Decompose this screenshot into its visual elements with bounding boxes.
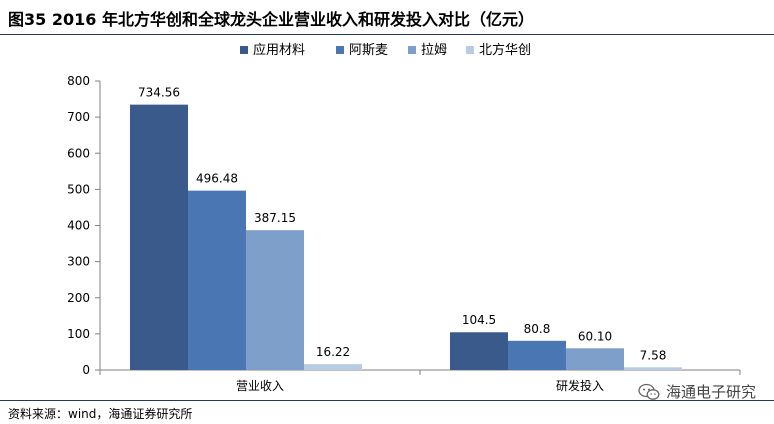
bar	[624, 367, 682, 370]
data-label: 16.22	[316, 345, 350, 359]
bar	[188, 190, 246, 370]
legend-swatch	[466, 46, 474, 54]
legend-label: 拉姆	[421, 43, 447, 58]
source-note: 资料来源：wind，海通证券研究所	[8, 407, 193, 421]
bar	[450, 332, 508, 370]
y-tick-label: 800	[67, 74, 90, 88]
legend-swatch	[240, 46, 248, 54]
bar	[508, 340, 566, 370]
wechat-icon	[638, 383, 660, 400]
y-axis: 0 100 200 300 400 500 600 700 800	[67, 74, 101, 377]
watermark: 海通电子研究	[638, 381, 756, 402]
y-tick-label: 0	[82, 363, 90, 377]
data-label: 104.5	[462, 313, 496, 327]
legend: 应用材料 阿斯麦 拉姆 北方华创	[240, 42, 531, 58]
data-labels: 734.56 104.5 496.48 80.8 387.15 60.10 16.22 7.5…	[138, 86, 666, 363]
bar-chart: 应用材料 阿斯麦 拉姆 北方华创 0100200300400500600700800 …	[67, 42, 741, 393]
figure-title: 图35 2016 年北方华创和全球龙头企业营业收入和研发投入对比（亿元）	[8, 10, 534, 29]
data-label: 60.10	[578, 329, 612, 343]
data-label: 496.48	[196, 172, 238, 186]
title-rule	[0, 34, 774, 35]
data-label: 387.15	[254, 211, 296, 225]
data-label: 734.56	[138, 86, 180, 100]
y-tick-label: 600	[67, 146, 90, 160]
x-tick-label: 营业收入	[236, 379, 284, 393]
bar	[130, 104, 188, 370]
source-rule	[0, 400, 774, 401]
y-tick-label: 400	[67, 219, 90, 233]
y-tick-label: 100	[67, 327, 90, 341]
bars	[130, 104, 682, 370]
bar	[246, 230, 304, 370]
watermark-text: 海通电子研究	[665, 383, 756, 401]
y-tick-label: 200	[67, 291, 90, 305]
legend-swatch	[336, 46, 344, 54]
data-label: 7.58	[640, 348, 667, 362]
x-tick-label: 研发投入	[556, 378, 604, 393]
legend-label: 应用材料	[253, 42, 305, 58]
y-tick-label: 300	[67, 255, 90, 269]
data-label: 80.8	[524, 322, 551, 336]
y-tick-label: 500	[67, 182, 90, 196]
bar	[304, 364, 362, 370]
legend-label: 阿斯麦	[349, 43, 388, 58]
bar	[566, 348, 624, 370]
y-tick-label: 700	[67, 110, 90, 124]
legend-label: 北方华创	[479, 42, 531, 58]
legend-swatch	[408, 46, 416, 54]
